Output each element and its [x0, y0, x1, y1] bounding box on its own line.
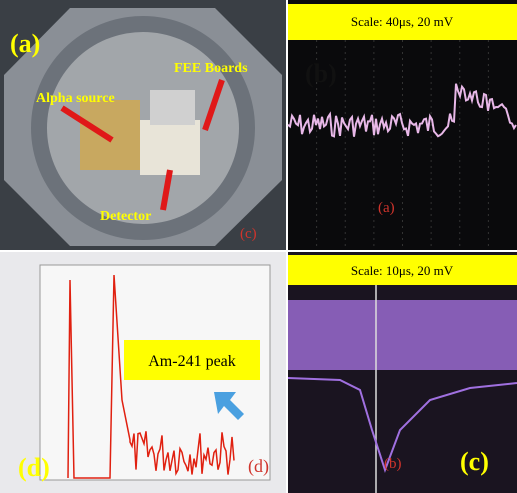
panel-a: (a) FEE Boards Alpha source Detector (c)	[0, 0, 286, 250]
annotation: FEE Boards	[174, 61, 248, 76]
corner-label: (d)	[248, 456, 269, 477]
detector-board	[140, 120, 200, 175]
panel-b: Scale: 40μs, 20 mV (b) (a)	[288, 0, 517, 250]
annotation: Detector	[100, 209, 151, 224]
annotation: Am-241 peak	[148, 353, 236, 370]
scale-text: Scale: 40μs, 20 mV	[351, 14, 454, 29]
panel-label: (d)	[18, 453, 50, 482]
corner-label: (c)	[240, 226, 257, 242]
noise-band	[288, 300, 517, 370]
panel-label: (b)	[305, 59, 337, 88]
panel-c: Scale: 10μs, 20 mV (c) (b)	[288, 252, 517, 493]
fee-board	[150, 90, 195, 125]
annotation: Alpha source	[36, 91, 115, 106]
panel-label: (a)	[10, 29, 40, 58]
screen-label: (a)	[378, 200, 395, 216]
scale-text: Scale: 10μs, 20 mV	[351, 263, 454, 278]
figure: (a) FEE Boards Alpha source Detector (c)…	[0, 0, 517, 493]
panel-label: (c)	[460, 447, 489, 476]
source-holder	[80, 100, 140, 170]
panel-d: Am-241 peak (d) (d)	[0, 252, 286, 493]
screen-label: (b)	[384, 456, 402, 472]
